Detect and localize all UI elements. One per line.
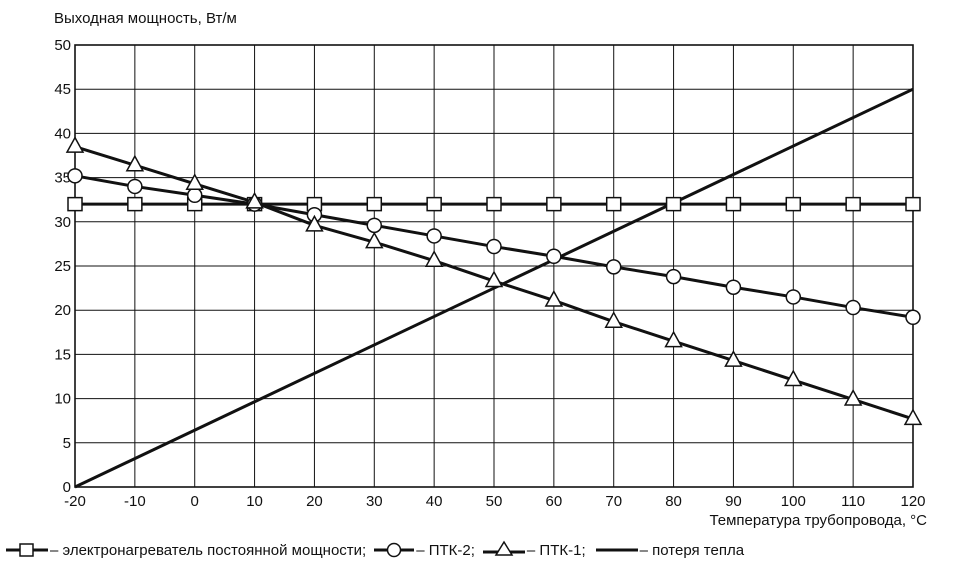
x-tick-label: 60 xyxy=(546,493,563,510)
data-point-ptk2 xyxy=(426,228,442,244)
data-point-ptk1 xyxy=(784,369,803,387)
y-tick-label: 25 xyxy=(54,258,71,275)
data-point-constant xyxy=(605,196,622,212)
x-axis-label: Температура трубопровода, °С xyxy=(709,512,927,529)
x-tick-label: 50 xyxy=(486,493,503,510)
x-tick-labels: -20 -10 0 10 20 30 40 50 60 70 80 90 100 110 120 xyxy=(64,493,925,510)
data-point-ptk2 xyxy=(845,299,861,316)
legend-label-loss: – потеря тепла xyxy=(639,541,745,559)
data-point-ptk2 xyxy=(725,279,742,295)
y-tick-labels: 0 5 10 15 20 25 30 35 40 45 50 xyxy=(54,37,71,496)
y-tick-label: 45 xyxy=(54,81,71,98)
legend-symbol-square xyxy=(6,543,48,557)
data-point-ptk1 xyxy=(125,154,145,172)
data-point-ptk1 xyxy=(604,311,623,328)
y-tick-label: 35 xyxy=(54,170,71,187)
data-point-constant xyxy=(366,196,383,212)
data-point-ptk2 xyxy=(665,268,682,285)
data-point-ptk1 xyxy=(245,191,264,209)
data-point-ptk2 xyxy=(605,259,622,275)
legend-label-ptk2: – ПТК-2; xyxy=(416,541,475,559)
data-point-ptk2 xyxy=(905,309,921,326)
y-tick-label: 40 xyxy=(54,125,71,142)
data-point-constant xyxy=(127,196,143,212)
x-tick-label: 30 xyxy=(366,493,383,510)
data-point-ptk1 xyxy=(544,289,564,307)
y-tick-label: 0 xyxy=(63,479,71,496)
data-point-ptk1 xyxy=(305,214,324,232)
y-tick-label: 30 xyxy=(54,214,71,231)
x-tick-label: 80 xyxy=(665,493,682,510)
data-point-ptk2 xyxy=(546,248,562,265)
grid xyxy=(74,44,914,488)
data-point-ptk1 xyxy=(185,173,204,191)
legend-symbol-circle xyxy=(374,542,415,558)
x-tick-label: 100 xyxy=(781,493,806,510)
data-point-constant xyxy=(486,196,502,212)
data-point-ptk1 xyxy=(424,250,444,267)
y-tick-label: 10 xyxy=(54,391,71,408)
x-tick-label: -10 xyxy=(124,493,146,510)
plot-frame xyxy=(74,44,914,488)
legend: – электронагреватель постоянной мощности… xyxy=(4,538,744,562)
y-axis-label: Выходная мощность, Вт/м xyxy=(54,10,237,27)
data-point-ptk2 xyxy=(486,238,502,255)
y-tick-label: 50 xyxy=(54,37,71,54)
legend-item-constant: – электронагреватель постоянной мощности… xyxy=(4,540,372,560)
data-point-constant xyxy=(905,196,921,212)
data-point-constant xyxy=(785,196,802,212)
data-point-constant xyxy=(725,196,742,212)
x-tick-label: 40 xyxy=(426,493,443,510)
legend-item-ptk1: – ПТК-1; xyxy=(481,540,592,560)
series-line-loss xyxy=(74,87,914,489)
data-point-ptk1 xyxy=(484,270,504,288)
x-tick-label: 20 xyxy=(306,493,323,510)
data-point-ptk2 xyxy=(186,187,203,204)
data-point-constant xyxy=(845,196,861,212)
y-tick-label: 15 xyxy=(54,346,71,363)
x-tick-label: 0 xyxy=(191,493,199,510)
x-tick-label: -20 xyxy=(64,493,86,510)
y-tick-label: 5 xyxy=(63,435,71,452)
legend-item-loss: – потеря тепла xyxy=(592,540,744,560)
legend-item-ptk2: – ПТК-2; xyxy=(372,540,481,560)
data-point-ptk2 xyxy=(127,178,143,195)
data-point-constant xyxy=(426,196,442,212)
legend-label-ptk1: – ПТК-1; xyxy=(526,541,586,559)
data-point-ptk1 xyxy=(65,136,85,153)
series-markers xyxy=(65,136,923,426)
data-point-ptk1 xyxy=(365,231,384,249)
data-point-ptk2 xyxy=(366,217,383,234)
x-tick-label: 120 xyxy=(900,493,925,510)
legend-label-constant: – электронагреватель постоянной мощности… xyxy=(50,541,367,559)
x-tick-label: 10 xyxy=(246,493,263,510)
x-tick-label: 70 xyxy=(605,493,622,510)
x-tick-label: 90 xyxy=(725,493,742,510)
data-point-ptk2 xyxy=(785,289,802,305)
y-tick-label: 20 xyxy=(54,302,71,319)
x-tick-label: 110 xyxy=(841,493,865,510)
legend-symbol-line xyxy=(595,548,638,552)
data-point-constant xyxy=(67,196,83,212)
data-point-ptk1 xyxy=(903,408,923,426)
data-point-constant xyxy=(546,196,562,212)
data-point-ptk1 xyxy=(724,350,743,367)
data-point-ptk1 xyxy=(664,330,683,348)
data-point-ptk1 xyxy=(843,388,863,406)
data-point-constant xyxy=(665,196,682,212)
axes xyxy=(74,44,914,488)
data-point-ptk2 xyxy=(67,168,83,184)
legend-symbol-triangle xyxy=(482,540,525,556)
